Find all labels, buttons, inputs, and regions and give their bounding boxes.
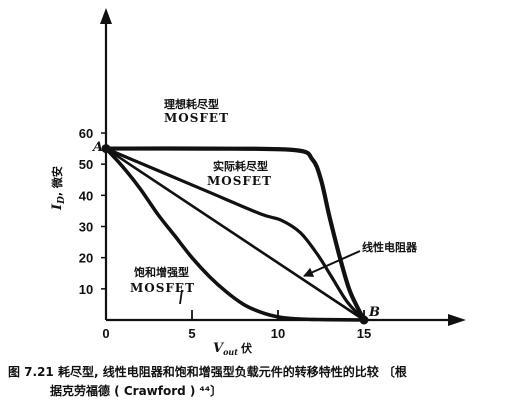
ideal-label-en: MOSFET xyxy=(164,111,229,125)
resistor-label: 线性电阻器 xyxy=(362,240,418,254)
caption-line-1: 图 7.21 耗尽型, 线性电阻器和饱和增强型负载元件的转移特性的比较 〔根 xyxy=(8,365,407,379)
y-tick-label: 40 xyxy=(79,188,93,203)
y-axis-label: ID, 微安 xyxy=(50,166,67,211)
y-tick-label: 50 xyxy=(79,157,93,172)
x-tick-label: 10 xyxy=(271,326,285,341)
x-axis-arrow xyxy=(448,314,466,326)
point-a-label: A xyxy=(91,140,103,155)
enhancement-pointer-line xyxy=(179,289,183,305)
enhancement-label-en: MOSFET xyxy=(130,281,195,295)
real-label-en: MOSFET xyxy=(207,174,272,188)
figure-caption: 图 7.21 耗尽型, 线性电阻器和饱和增强型负载元件的转移特性的比较 〔根 据… xyxy=(8,363,516,401)
svg-text:ID, 微安: ID, 微安 xyxy=(50,166,67,211)
y-axis-arrow xyxy=(100,8,112,24)
linear-resistor-line xyxy=(104,147,366,322)
ideal-depletion-curve xyxy=(103,146,367,323)
enhancement-label-cn: 饱和增强型 xyxy=(134,265,189,279)
point-b-label: B xyxy=(368,305,380,320)
real-label-cn: 实际耗尽型 xyxy=(213,159,268,173)
x-tick-label: 0 xyxy=(102,326,109,341)
series-layer xyxy=(103,146,367,323)
x-tick-label: 5 xyxy=(188,326,195,341)
y-tick-label: 10 xyxy=(79,282,93,297)
real-depletion-curve xyxy=(104,146,366,322)
y-tick-label: 20 xyxy=(79,251,93,266)
point-b-marker xyxy=(359,315,369,325)
resistor-pointer-arrow xyxy=(303,250,361,277)
ticks-layer: 10 20 30 40 50 60 0 5 10 15 xyxy=(79,126,371,341)
saturated-enhancement-curve xyxy=(104,146,366,322)
caption-line-2: 据克劳福德 ( Crawford ) ⁴⁴〕 xyxy=(50,384,223,398)
x-tick-label: 15 xyxy=(357,326,371,341)
y-tick-label: 30 xyxy=(79,220,93,235)
ideal-label-cn: 理想耗尽型 xyxy=(164,97,219,111)
x-axis-label: Vout 伏 xyxy=(213,341,252,357)
point-a-marker xyxy=(101,144,111,154)
y-tick-label: 60 xyxy=(79,126,93,141)
